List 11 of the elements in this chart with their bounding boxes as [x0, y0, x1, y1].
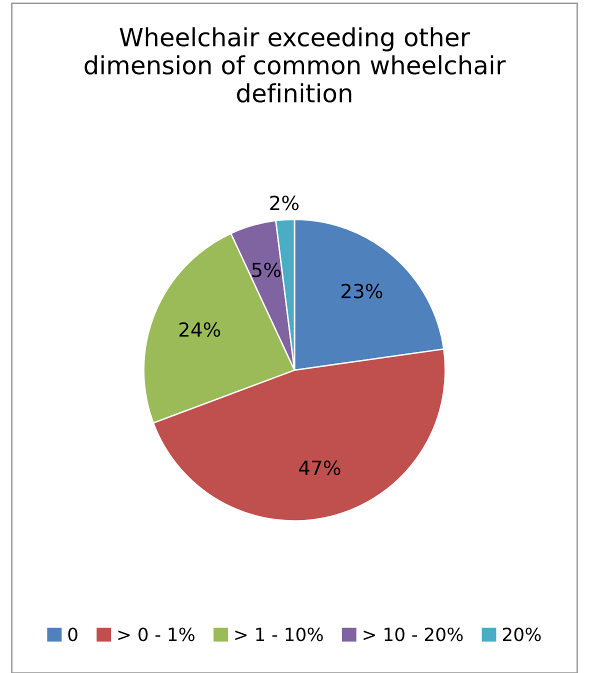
chart-title: Wheelchair exceeding other dimension of common wheelchair definition	[84, 27, 506, 103]
legend-label: > 1 - 10%	[235, 628, 323, 642]
legend-label: 20%	[502, 628, 541, 642]
legend-label: 0	[68, 628, 78, 642]
data-label: 5%	[252, 262, 281, 278]
legend-label: > 10 - 20%	[364, 628, 463, 642]
data-label: 2%	[270, 196, 299, 210]
legend-label: > 0 - 1%	[118, 628, 194, 642]
data-label: 24%	[179, 322, 220, 337]
data-label: 47%	[299, 460, 340, 476]
data-label: 23%	[342, 284, 382, 298]
